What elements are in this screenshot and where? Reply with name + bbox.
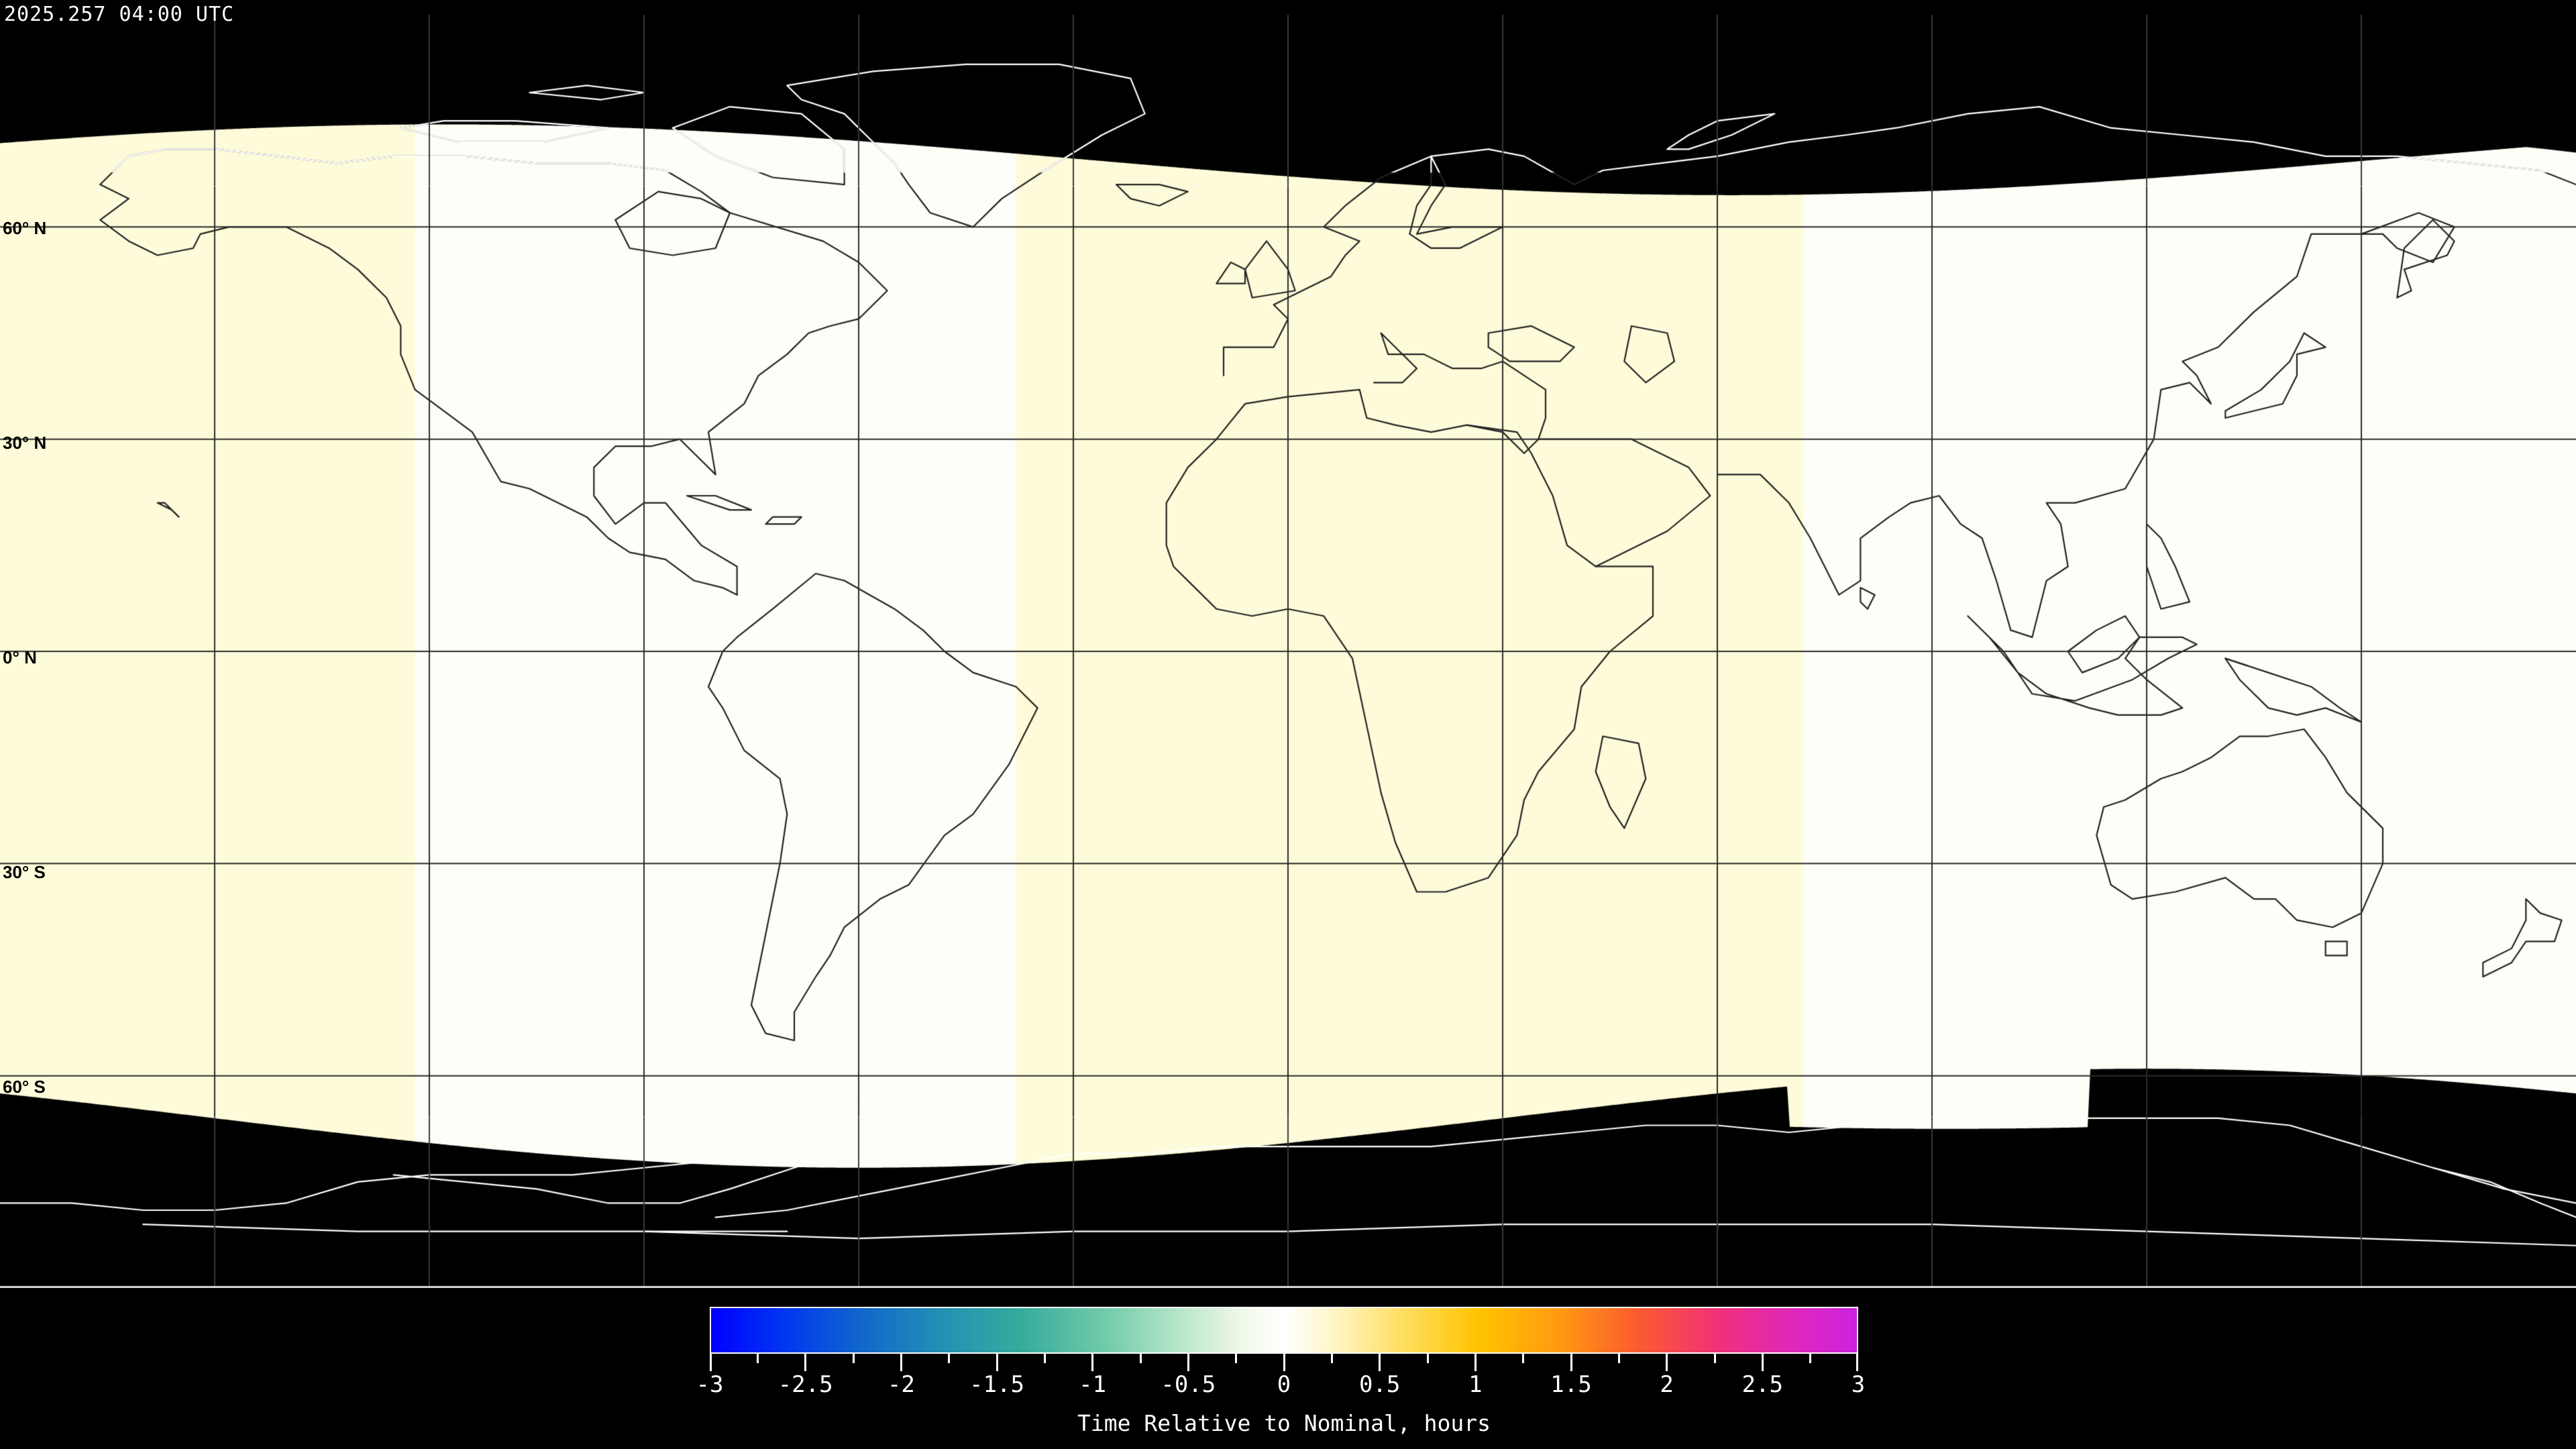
colorbar-tick-label: 2 [1660,1371,1674,1398]
colorbar-major-tick [900,1354,902,1371]
colorbar-major-tick [1666,1354,1668,1371]
colorbar[interactable]: -3 -2.5 -2 -1.5 -1 -0.5 0 0.5 1 1.5 2 2.5 3 Time Rel… [696,1307,1866,1436]
colorbar-major-tick [1379,1354,1381,1371]
colorbar-major-tick [996,1354,998,1371]
colorbar-axis-label: Time Relative to Nominal, hours [1077,1410,1491,1436]
colorbar-tick-label: 0.5 [1358,1371,1401,1398]
colorbar-major-tick [710,1354,712,1371]
colorbar-tick-label: -3 [696,1371,724,1398]
colorbar-minor-tick [1330,1354,1333,1363]
colorbar-minor-tick [852,1354,855,1363]
colorbar-major-tick [1187,1354,1189,1371]
colorbar-major-tick [804,1354,807,1371]
colorbar-tick-label: 0 [1277,1371,1291,1398]
lat-label-0n: 0° N [3,647,37,667]
colorbar-minor-tick [1043,1354,1046,1363]
colorbar-minor-tick [1139,1354,1142,1363]
world-map-canvas[interactable] [0,15,2576,1288]
colorbar-major-tick [1474,1354,1477,1371]
colorbar-major-tick [1856,1354,1858,1371]
colorbar-tick-label: -2 [887,1371,915,1398]
colorbar-minor-tick [756,1354,759,1363]
world-map-panel[interactable] [0,15,2576,1288]
colorbar-minor-tick [1235,1354,1238,1363]
colorbar-ticks [710,1354,1858,1371]
lat-label-60n: 60° N [3,218,47,238]
colorbar-minor-tick [1426,1354,1429,1363]
colorbar-major-tick [1283,1354,1285,1371]
lat-label-30n: 30° N [3,433,47,453]
colorbar-tick-label: 1.5 [1550,1371,1592,1398]
colorbar-minor-tick [948,1354,951,1363]
colorbar-major-tick [1091,1354,1094,1371]
colorbar-major-tick [1570,1354,1572,1371]
colorbar-tick-label: 3 [1851,1371,1866,1398]
colorbar-major-tick [1761,1354,1764,1371]
lat-label-30s: 30° S [3,862,46,882]
colorbar-minor-tick [1713,1354,1716,1363]
colorbar-minor-tick [1617,1354,1620,1363]
lat-label-60s: 60° S [3,1077,46,1097]
colorbar-tick-labels: -3 -2.5 -2 -1.5 -1 -0.5 0 0.5 1 1.5 2 2.5 3 [696,1371,1866,1402]
colorbar-minor-tick [1522,1354,1525,1363]
colorbar-tick-label: -2.5 [777,1371,833,1398]
colorbar-tick-label: 2.5 [1741,1371,1784,1398]
colorbar-tick-label: -1.5 [969,1371,1024,1398]
colorbar-tick-label: -0.5 [1161,1371,1216,1398]
colorbar-minor-tick [1809,1354,1812,1363]
colorbar-tick-label: -1 [1079,1371,1107,1398]
colorbar-gradient [710,1307,1858,1354]
colorbar-tick-label: 1 [1468,1371,1483,1398]
page-title: 2025.257 04:00 UTC [4,3,235,26]
